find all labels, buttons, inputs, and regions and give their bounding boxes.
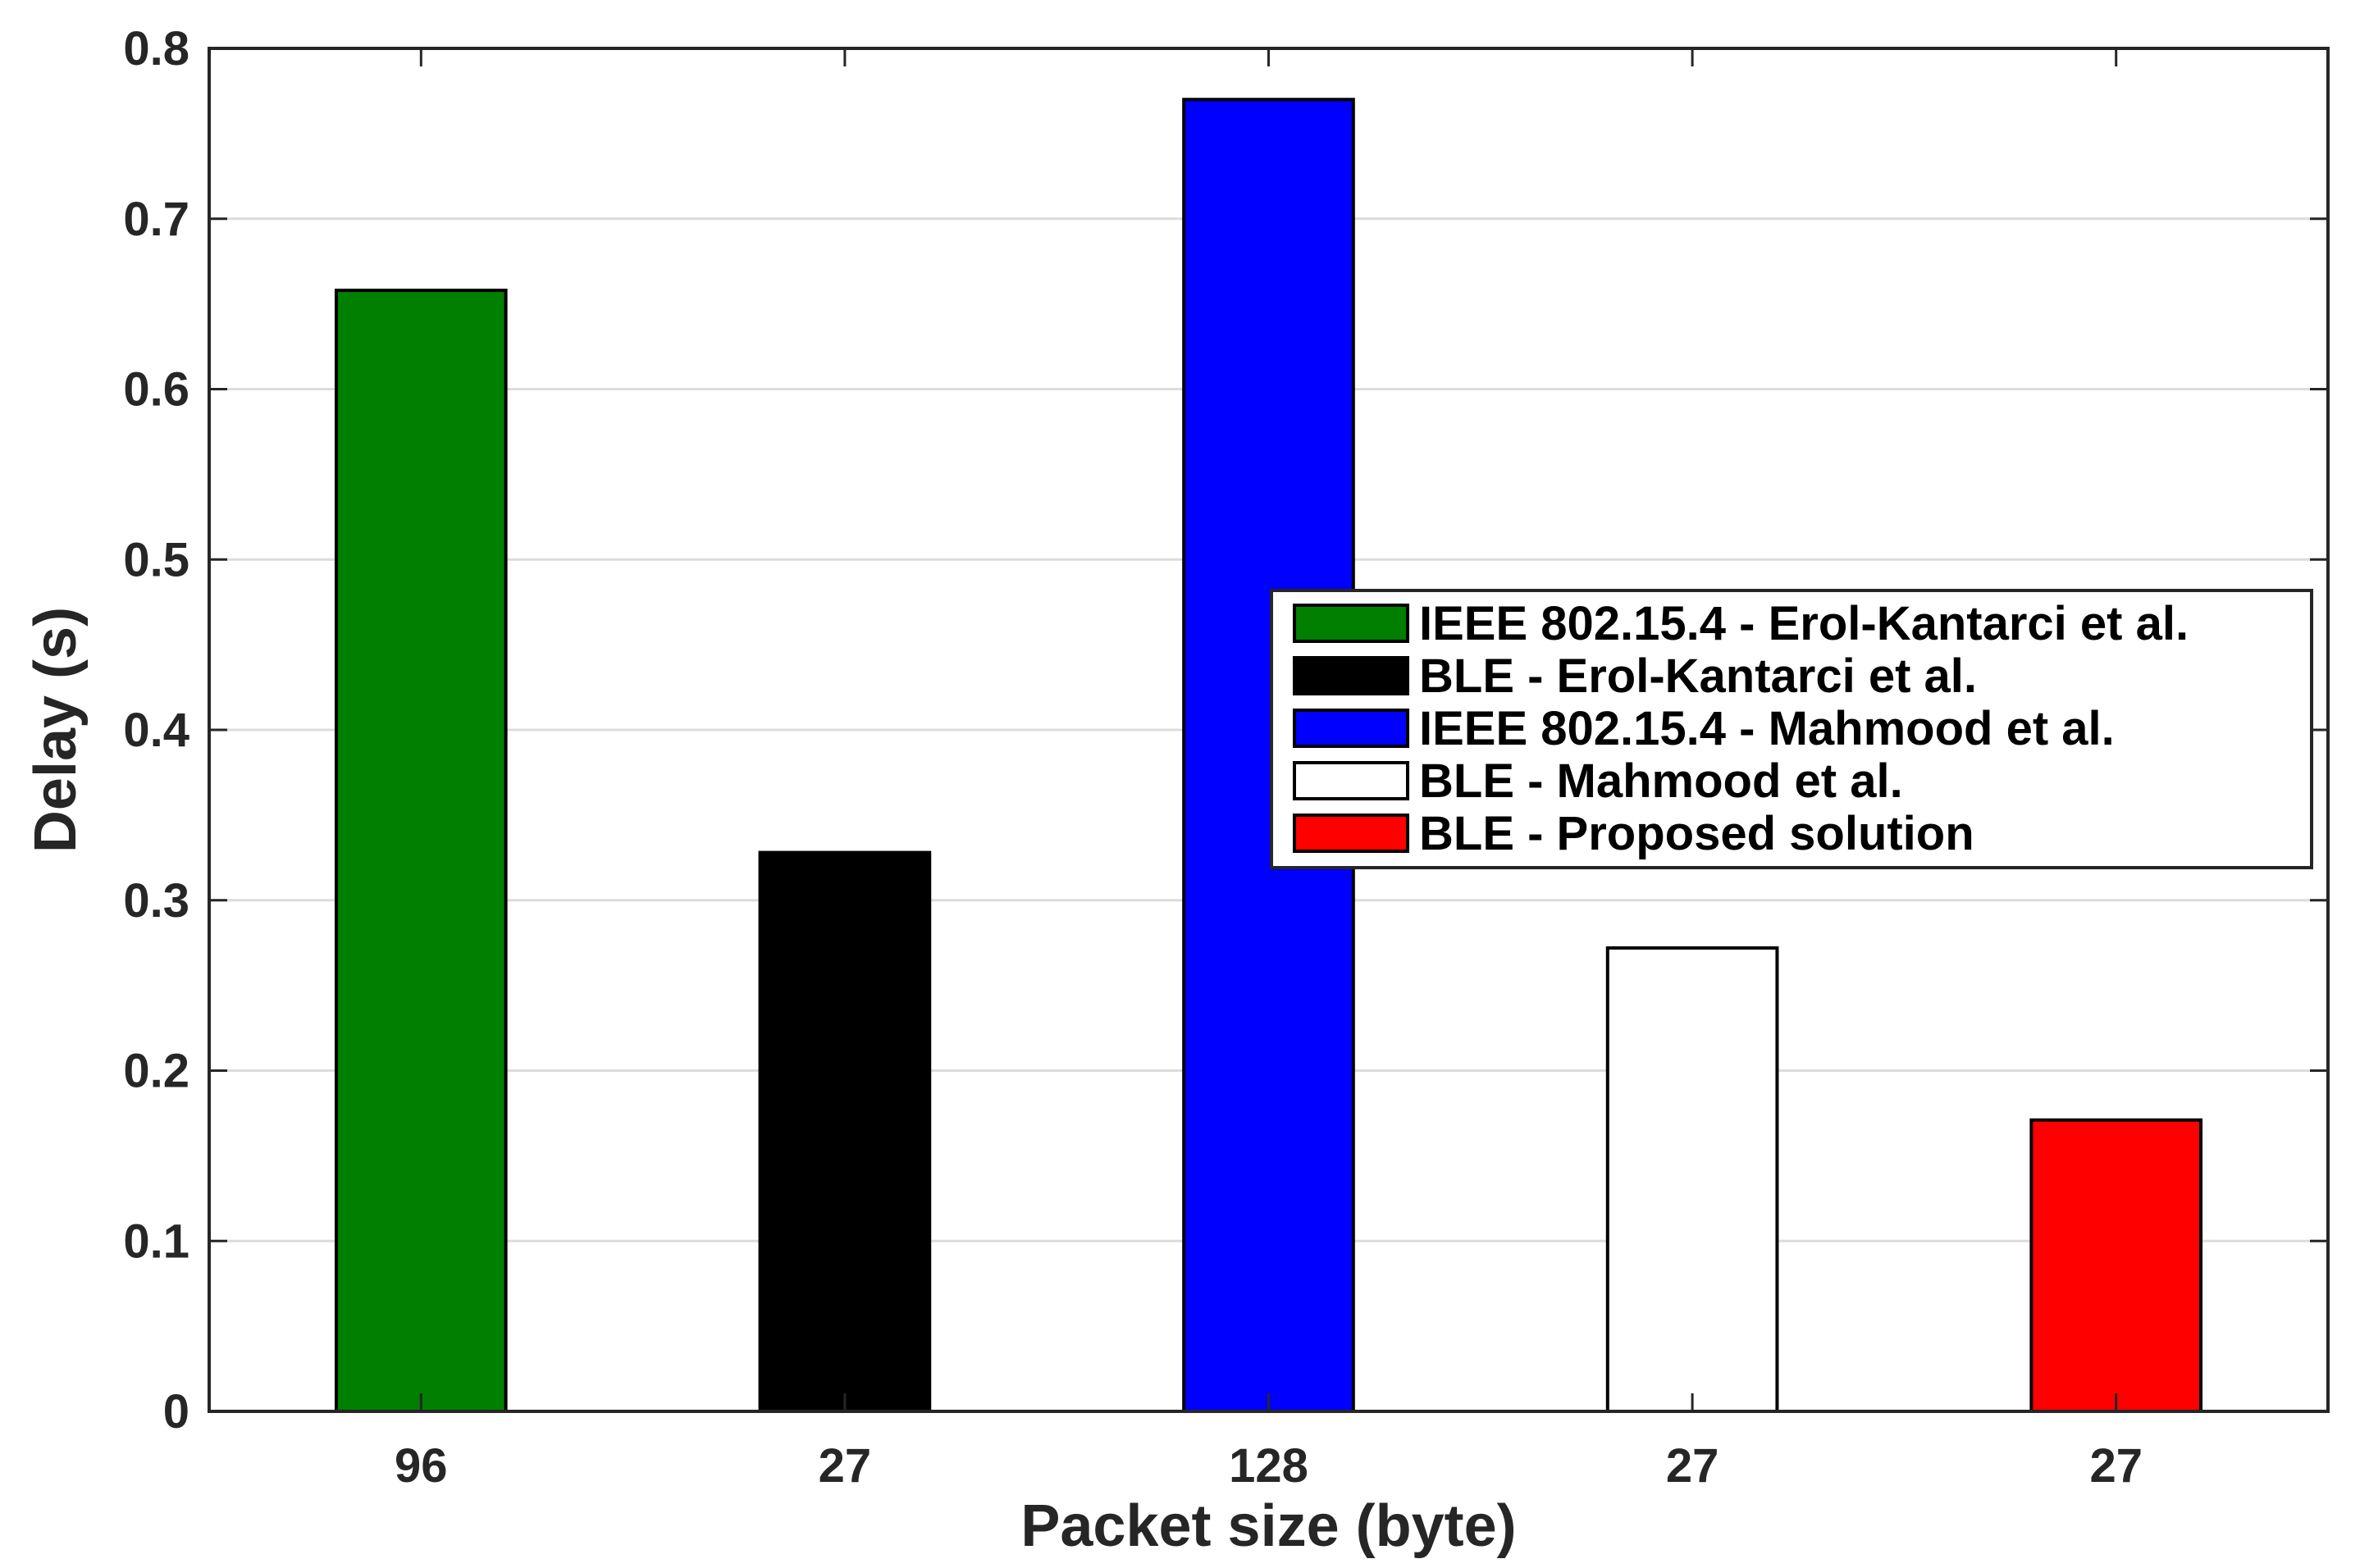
y-tick-label: 0	[163, 1385, 189, 1438]
legend-swatch	[1293, 604, 1409, 643]
y-tick-label: 0.1	[123, 1215, 189, 1268]
y-tick-label: 0.8	[123, 22, 189, 75]
y-tick-label: 0.4	[123, 704, 189, 757]
y-tick-label: 0.7	[123, 193, 189, 246]
legend-swatch	[1293, 761, 1409, 800]
y-tick-label: 0.3	[123, 874, 189, 928]
legend-entry: BLE - Proposed solution	[1419, 807, 1974, 860]
y-tick-labels: 0 0.1 0.2 0.3 0.4 0.5 0.6 0.7 0.8	[123, 22, 189, 1438]
x-tick-label: 27	[2089, 1439, 2143, 1493]
legend-swatch	[1293, 656, 1409, 695]
legend-entry: IEEE 802.15.4 - Mahmood et al.	[1419, 702, 2115, 755]
bar	[334, 289, 508, 1413]
bar	[2029, 1118, 2203, 1414]
y-tick-label: 0.6	[123, 363, 189, 417]
legend-swatch	[1293, 814, 1409, 853]
legend-swatch	[1293, 709, 1409, 748]
x-tick-labels: 96 27 128 27 27	[395, 1439, 2143, 1493]
x-tick-label: 27	[1666, 1439, 1719, 1493]
x-tick-label: 27	[819, 1439, 872, 1493]
legend-entry: BLE - Mahmood et al.	[1419, 754, 1903, 808]
axis-ticks	[209, 47, 2328, 1413]
bar	[1605, 946, 1779, 1414]
x-tick-label: 128	[1229, 1439, 1308, 1493]
x-axis-title: Packet size (byte)	[1020, 1493, 1516, 1559]
legend-entry: IEEE 802.15.4 - Erol-Kantarci et al.	[1419, 597, 2189, 650]
legend-box	[1270, 589, 2313, 869]
x-tick-label: 96	[395, 1439, 448, 1493]
y-tick-label: 0.2	[123, 1045, 189, 1098]
bar	[758, 850, 932, 1413]
legend: IEEE 802.15.4 - Erol-Kantarci et al.BLE …	[1270, 589, 2313, 869]
y-axis-title: Delay (s)	[23, 607, 89, 853]
y-tick-label: 0.5	[123, 533, 189, 586]
legend-entry: BLE - Erol-Kantarci et al.	[1419, 650, 1977, 703]
